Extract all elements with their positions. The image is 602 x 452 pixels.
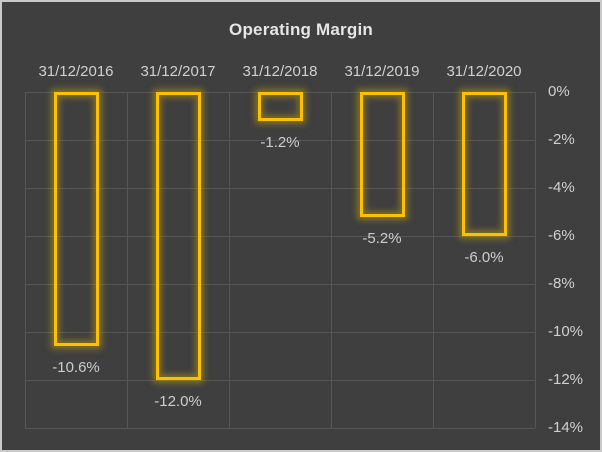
category-label: 31/12/2020 bbox=[446, 63, 522, 80]
gridline-vertical bbox=[433, 92, 434, 428]
data-label: -1.2% bbox=[260, 133, 300, 151]
bar-31-12-2019[interactable] bbox=[359, 92, 405, 217]
gridline-horizontal bbox=[25, 428, 535, 429]
gridline-horizontal bbox=[25, 188, 535, 189]
data-label: -5.2% bbox=[362, 229, 402, 247]
bar-31-12-2016[interactable] bbox=[53, 92, 99, 347]
gridline-horizontal bbox=[25, 380, 535, 381]
value-axis-tick: -12% bbox=[548, 371, 584, 388]
gridline-vertical bbox=[229, 92, 230, 428]
gridline-vertical bbox=[25, 92, 26, 428]
bar-31-12-2020[interactable] bbox=[461, 92, 507, 236]
value-axis-tick: -14% bbox=[548, 419, 584, 436]
value-axis-tick: 0% bbox=[548, 83, 570, 100]
category-label: 31/12/2019 bbox=[344, 63, 420, 80]
gridline-horizontal bbox=[25, 284, 535, 285]
category-label: 31/12/2018 bbox=[242, 63, 318, 80]
bar-31-12-2017[interactable] bbox=[155, 92, 201, 380]
data-label: -12.0% bbox=[154, 393, 202, 410]
data-label: -10.6% bbox=[52, 359, 100, 377]
gridline-vertical bbox=[535, 92, 536, 428]
category-label: 31/12/2016 bbox=[38, 63, 114, 80]
value-axis-tick: -4% bbox=[548, 179, 575, 196]
gridline-horizontal bbox=[25, 332, 535, 333]
value-axis-tick: -8% bbox=[548, 275, 575, 292]
data-label: -6.0% bbox=[464, 249, 504, 266]
gridline-vertical bbox=[127, 92, 128, 428]
chart-title: Operating Margin bbox=[229, 20, 373, 39]
gridline-horizontal bbox=[25, 236, 535, 237]
gridline-horizontal bbox=[25, 140, 535, 141]
value-axis-tick: -2% bbox=[548, 131, 575, 148]
gridline-vertical bbox=[331, 92, 332, 428]
value-axis-tick: -6% bbox=[548, 227, 575, 244]
category-label: 31/12/2017 bbox=[140, 63, 216, 80]
plot-area bbox=[25, 92, 536, 429]
value-axis-tick: -10% bbox=[548, 323, 584, 340]
bar-31-12-2018[interactable] bbox=[257, 92, 303, 121]
